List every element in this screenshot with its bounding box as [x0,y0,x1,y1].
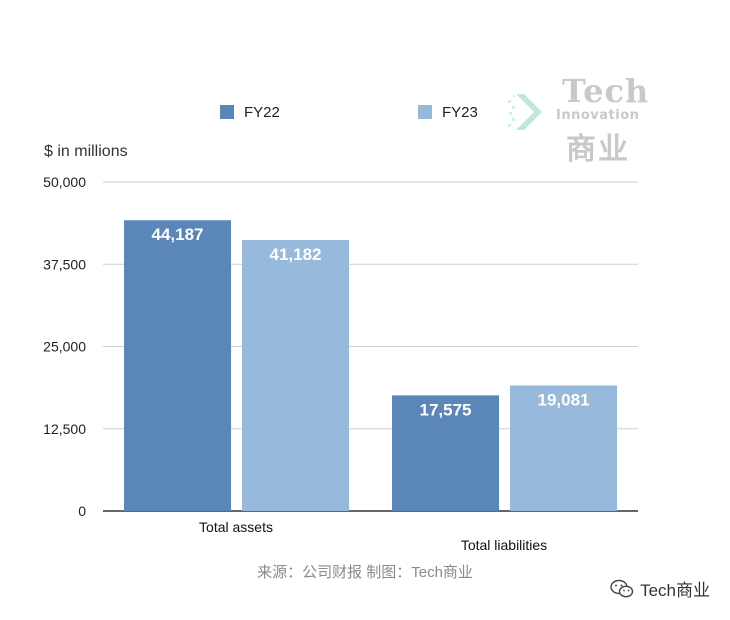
y-tick-label: 12,500 [43,421,86,437]
x-category-label: Total liabilities [461,537,547,553]
bar-fy23-0 [242,240,349,511]
legend-item-fy23: FY23 [418,101,478,123]
wechat-account: Tech商业 [610,576,710,601]
wechat-icon [610,579,634,597]
arrow-logo-icon [508,94,542,130]
watermark-text-cn: 商业 [566,132,630,167]
y-tick-label: 25,000 [43,339,86,355]
bar-fy23-1 [510,385,617,511]
y-tick-label: 37,500 [43,256,86,272]
legend-label-fy22: FY22 [244,103,280,121]
wechat-account-name: Tech商业 [640,581,710,600]
watermark-logo: Tech Innovation 商业 [508,72,658,167]
x-category-label: Total assets [199,519,273,535]
legend-label-fy23: FY23 [442,103,478,121]
data-label: 19,081 [538,390,590,409]
y-axis-ticks: 0 12,500 25,000 37,500 50,000 [43,174,86,519]
data-label: 41,182 [270,245,322,264]
data-label: 44,187 [152,225,204,244]
legend-swatch-fy22 [220,105,234,119]
legend-swatch-fy23 [418,105,432,119]
y-axis-label: $ in millions [44,143,128,160]
bar-fy22-1 [392,395,499,511]
legend-item-fy22: FY22 [220,101,280,123]
watermark-text-tech: Tech [562,72,650,110]
bar-fy22-0 [124,220,231,511]
data-label: 17,575 [420,400,472,419]
y-tick-label: 50,000 [43,174,86,190]
x-axis-categories: Total assets Total liabilities [199,519,547,553]
data-labels: 44,187 17,575 41,182 19,081 [152,225,590,419]
source-note: 来源：公司财报 制图：Tech商业 [257,564,473,581]
watermark-text-innovation: Innovation [556,108,640,123]
bars [124,220,617,511]
y-tick-label: 0 [78,503,86,519]
